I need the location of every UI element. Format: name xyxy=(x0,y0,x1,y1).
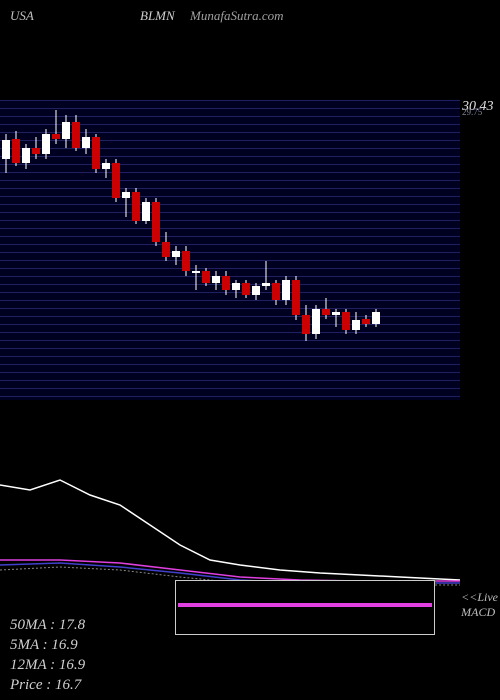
candle xyxy=(202,268,210,286)
candle xyxy=(122,188,130,217)
stats-block: 50MA : 17.8 5MA : 16.9 12MA : 16.9 Price… xyxy=(10,615,85,695)
candle xyxy=(332,309,340,327)
candle xyxy=(32,137,40,159)
live-macd-bar xyxy=(178,603,432,607)
candle xyxy=(152,198,160,246)
candle xyxy=(212,271,220,290)
stat-50ma: 50MA : 17.8 xyxy=(10,615,85,635)
candle xyxy=(82,129,90,154)
candle xyxy=(232,280,240,298)
candle xyxy=(22,144,30,169)
candle xyxy=(12,131,20,166)
candle xyxy=(92,134,100,174)
site-label: MunafaSutra.com xyxy=(190,8,284,24)
candle xyxy=(342,309,350,334)
candle xyxy=(2,134,10,174)
candle xyxy=(132,188,140,225)
live-macd-label: <<Live MACD xyxy=(461,590,498,620)
candle xyxy=(252,283,260,301)
candlestick-series xyxy=(0,100,460,400)
live-macd-box xyxy=(175,580,435,635)
candle xyxy=(372,309,380,327)
candle xyxy=(172,246,180,265)
price-y-axis: 30.43 29.7529.0828.4027.7327.0526.3825.7… xyxy=(462,100,498,400)
candle xyxy=(42,129,50,158)
chart-header: USA BLMN MunafaSutra.com xyxy=(0,8,500,28)
macd-panel: <<Live MACD xyxy=(0,465,500,615)
candle xyxy=(102,159,110,178)
candle xyxy=(222,271,230,294)
candle xyxy=(322,298,330,320)
candle xyxy=(242,280,250,298)
stat-5ma: 5MA : 16.9 xyxy=(10,635,85,655)
candle xyxy=(112,159,120,203)
candle xyxy=(262,261,270,290)
candle xyxy=(362,315,370,327)
candle xyxy=(52,110,60,144)
candle xyxy=(192,265,200,290)
candle xyxy=(272,280,280,305)
candle xyxy=(352,312,360,334)
stat-price: Price : 16.7 xyxy=(10,675,85,695)
stat-12ma: 12MA : 16.9 xyxy=(10,655,85,675)
price-chart-panel: 30.43 29.7529.0828.4027.7327.0526.3825.7… xyxy=(0,100,500,400)
candle xyxy=(162,232,170,261)
candle xyxy=(302,305,310,342)
candle xyxy=(292,276,300,320)
candle xyxy=(182,246,190,275)
candle xyxy=(142,198,150,224)
candle xyxy=(282,276,290,305)
ticker-label: BLMN xyxy=(140,8,175,24)
candle xyxy=(72,115,80,152)
candle xyxy=(62,115,70,149)
candle xyxy=(312,305,320,339)
country-label: USA xyxy=(10,8,34,24)
